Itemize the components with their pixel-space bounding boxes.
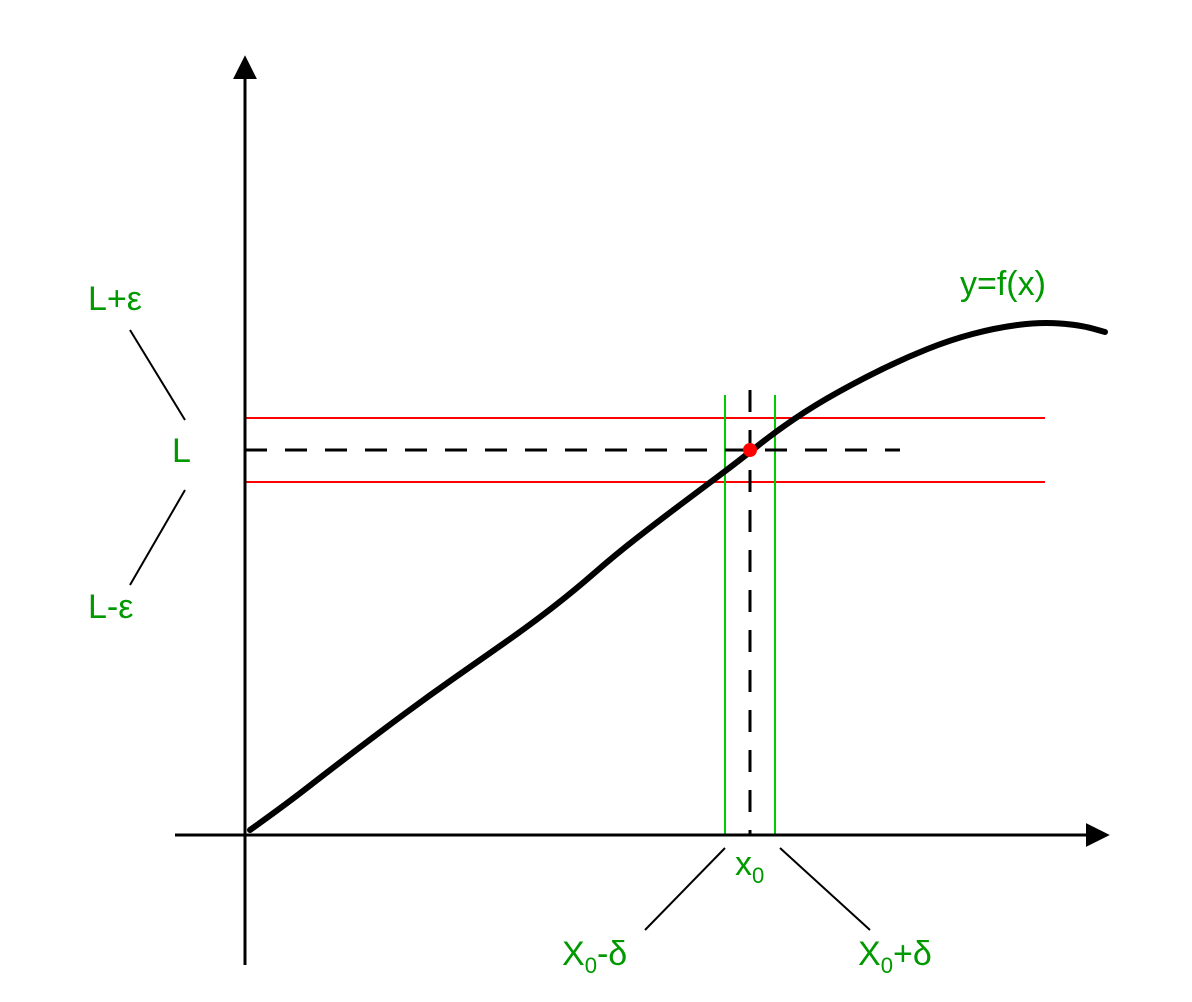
label-fx: y=f(x) [960,265,1046,304]
label-L-plus-epsilon: L+ε [88,280,142,319]
label-x0: x0 [735,845,764,889]
epsilon-delta-diagram [0,0,1192,1002]
function-curve [250,323,1105,830]
label-L: L [172,432,191,471]
label-L-minus-epsilon: L-ε [88,588,133,627]
leader-L-minus-eps [130,490,185,585]
label-x0-minus-delta: X0-δ [562,935,627,979]
label-x0-plus-delta: X0+δ [858,935,932,979]
leader-L-plus-eps [130,330,185,420]
limit-point [743,443,757,457]
leader-x0-minus-delta [645,848,725,930]
leader-x0-plus-delta [780,848,870,930]
